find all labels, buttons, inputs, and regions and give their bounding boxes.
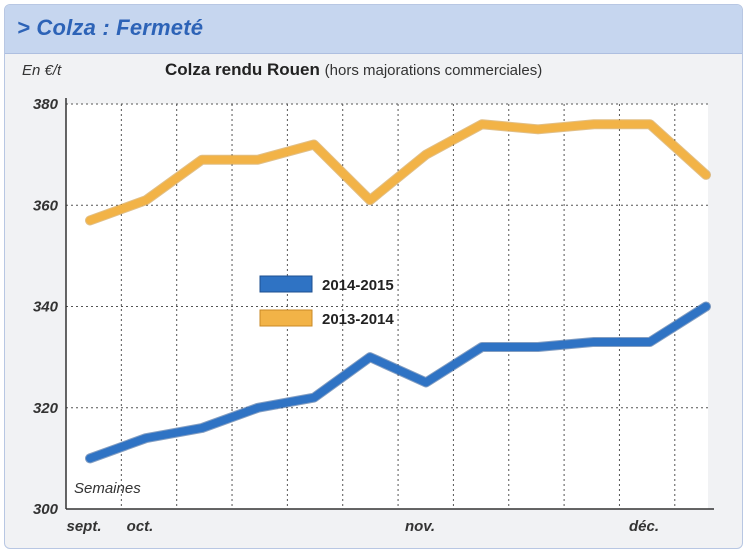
legend-label: 2014-2015 xyxy=(322,277,394,294)
chart-title-main: Colza rendu Rouen xyxy=(165,60,320,79)
x-tick-label: nov. xyxy=(405,518,435,535)
chart-title: Colza rendu Rouen (hors majorations comm… xyxy=(165,60,542,80)
x-tick-label: oct. xyxy=(127,518,154,535)
legend-label: 2013-2014 xyxy=(322,311,394,328)
x-tick-label: sept. xyxy=(66,518,101,535)
y-tick-label: 300 xyxy=(33,501,59,518)
legend-swatch xyxy=(259,275,313,293)
chart-subtitle: (hors majorations commerciales) xyxy=(324,62,543,79)
legend-swatch xyxy=(259,309,313,327)
title-banner: > Colza : Fermeté xyxy=(5,5,742,54)
x-tick-label: déc. xyxy=(629,518,659,535)
y-tick-label: 320 xyxy=(33,400,59,417)
y-tick-label: 380 xyxy=(33,96,59,113)
x-axis-title: Semaines xyxy=(74,480,141,497)
y-tick-label: 340 xyxy=(33,299,59,316)
series-line xyxy=(86,302,710,463)
banner-title: > Colza : Fermeté xyxy=(17,15,204,40)
series-line xyxy=(86,120,710,225)
y-axis-unit: En €/t xyxy=(22,62,62,79)
y-tick-label: 360 xyxy=(33,197,59,214)
